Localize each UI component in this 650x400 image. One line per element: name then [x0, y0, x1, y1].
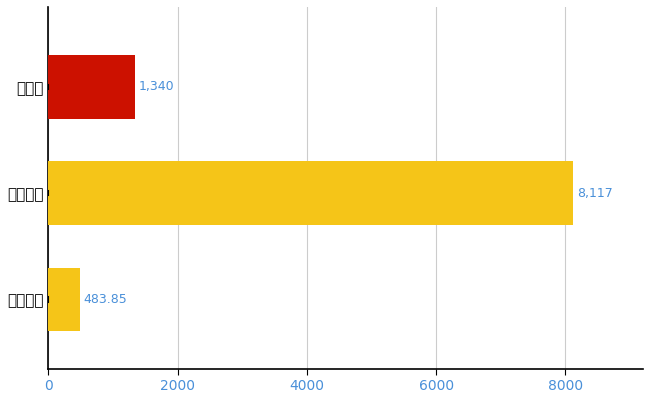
- Bar: [48, 268, 79, 332]
- Bar: [48, 55, 135, 119]
- Text: 8,117: 8,117: [577, 187, 613, 200]
- Text: 1,340: 1,340: [139, 80, 174, 93]
- Text: 483.85: 483.85: [83, 293, 127, 306]
- Bar: [48, 161, 573, 225]
